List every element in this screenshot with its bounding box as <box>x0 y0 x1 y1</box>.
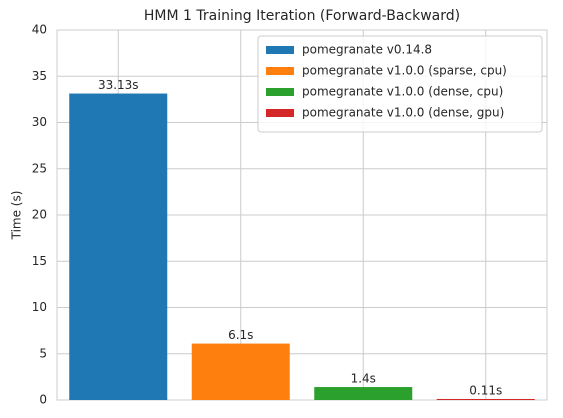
bar <box>69 93 168 401</box>
chart-title: HMM 1 Training Iteration (Forward-Backwa… <box>144 8 460 24</box>
legend-label: pomegranate v1.0.0 (sparse, cpu) <box>302 64 507 78</box>
y-tick-label: 30 <box>32 115 47 129</box>
y-axis-label: Time (s) <box>10 191 24 241</box>
legend-swatch <box>266 46 294 54</box>
y-tick-label: 40 <box>32 23 47 37</box>
y-tick-label: 25 <box>32 161 47 175</box>
legend-box <box>257 35 543 133</box>
legend-label: pomegranate v1.0.0 (dense, gpu) <box>302 106 504 120</box>
y-tick-label: 15 <box>32 254 47 268</box>
bar <box>436 398 535 400</box>
y-tick-label: 35 <box>32 69 47 83</box>
legend-label: pomegranate v1.0.0 (dense, cpu) <box>302 85 503 99</box>
legend-swatch <box>266 67 294 75</box>
y-tick-label: 0 <box>39 393 47 407</box>
value-label: 33.13s <box>98 78 139 92</box>
value-label: 1.4s <box>351 372 376 386</box>
value-label: 0.11s <box>469 383 502 397</box>
bar <box>314 387 413 400</box>
legend-label: pomegranate v0.14.8 <box>302 43 432 57</box>
y-tick-label: 10 <box>32 300 47 314</box>
y-tick-label: 5 <box>39 346 47 360</box>
legend-swatch <box>266 109 294 117</box>
legend: pomegranate v0.14.8 pomegranate v1.0.0 (s… <box>257 35 543 133</box>
bar <box>191 343 290 400</box>
y-tick-label: 20 <box>32 208 47 222</box>
legend-swatch <box>266 88 294 96</box>
value-label: 6.1s <box>228 328 253 342</box>
